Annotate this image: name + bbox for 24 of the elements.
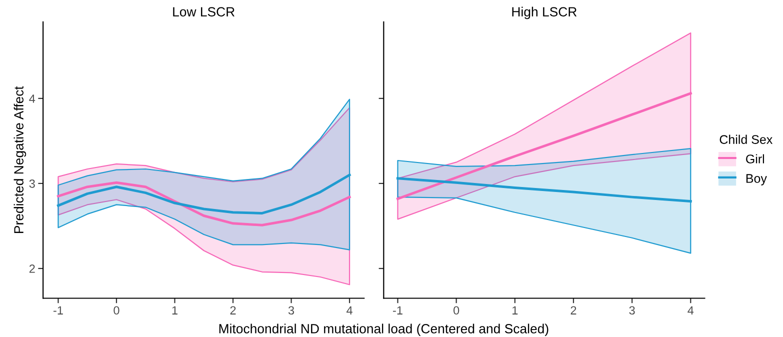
chart-title: High LSCR (512, 6, 577, 20)
x-tick-label: -1 (53, 306, 63, 314)
x-tick-label: 4 (346, 306, 352, 314)
x-tick-label: 0 (114, 306, 120, 315)
x-tick-label: 1 (172, 306, 178, 314)
y-tick-label: 2 (29, 264, 35, 273)
y-tick-label: 4 (29, 94, 36, 103)
x-tick-label: 2 (570, 306, 576, 314)
legend-label: Boy (746, 174, 767, 186)
x-tick-label: 0 (453, 306, 460, 315)
x-tick-label: 4 (688, 306, 694, 314)
x-tick-label: 1 (512, 306, 518, 314)
x-tick-label: 2 (230, 306, 236, 314)
x-axis-title: Mitochondrial ND mutational load (Centered and Scaled) (219, 324, 548, 336)
x-tick-label: 3 (629, 306, 635, 315)
x-tick-label: 3 (288, 306, 294, 315)
x-tick-label: -1 (393, 306, 402, 314)
y-tick-label: 3 (29, 179, 35, 188)
legend-label: Girl (746, 154, 764, 164)
line-series (56, 181, 351, 226)
line-series (56, 174, 351, 214)
legend-title: Child Sex (720, 134, 773, 144)
chart-title: Low LSCR (173, 7, 234, 16)
y-axis-title: Predicted Negative Affect (14, 86, 26, 233)
